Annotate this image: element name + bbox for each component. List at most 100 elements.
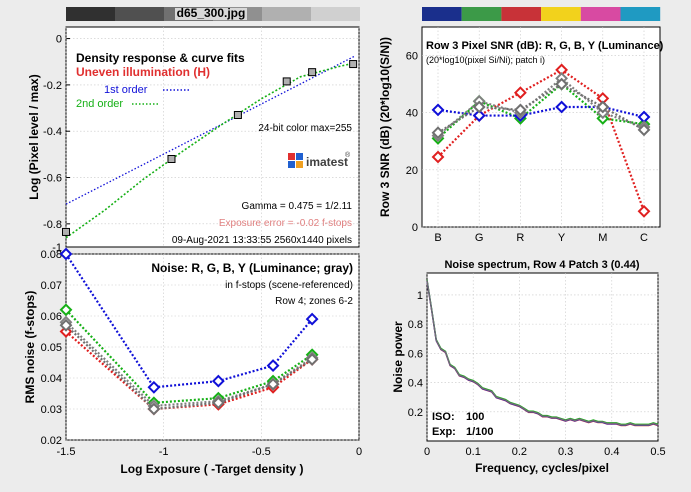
color-info: 24-bit color max=255 [258,123,352,134]
title-strip-block [66,7,115,21]
noise-marker-g [59,303,73,317]
spectrum-x-tick-label: 0 [424,446,430,458]
spectrum-x-tick-label: 0.3 [558,446,573,458]
noise-marker-gray [59,318,73,332]
noise-note: Row 4; zones 6-2 [275,296,353,307]
exposure-error-label: Exposure error = -0.02 f-stops [219,218,352,229]
spectrum-title: Noise spectrum, Row 4 Patch 3 (0.44) [444,259,639,271]
spectrum-x-axis-label: Frequency, cycles/pixel [475,461,609,475]
title-strip-block [115,7,164,21]
snr-y-tick-label: 40 [406,108,418,120]
noise-marker-b [147,380,161,394]
imatest-logo: imatest ® [288,151,351,169]
noise-y-tick-label: 0.02 [41,435,62,447]
density-y-tick-label: -0.8 [43,219,62,231]
snr-chart: 0 20 40 60 B G R Y M C [406,27,660,244]
noise-marker-b [266,359,280,373]
density-data-point [308,68,317,77]
title-strip-block [262,7,311,21]
swatch-block [620,7,661,21]
snr-plot-area [421,26,661,228]
density-data-point [62,227,70,236]
noise-x-axis-label: Log Exposure ( -Target density ) [120,462,303,476]
figure-title: d65_300.jpg [177,6,246,20]
snr-x-tick-label: B [434,232,441,244]
exp-value: 1/100 [466,426,494,438]
noise-x-tick-label: -1 [159,446,169,458]
noise-y-tick-label: 0.06 [41,311,62,323]
snr-subtitle: (20*log10(pixel Si/Ni); patch i) [426,55,545,65]
spectrum-x-tick-label: 0.4 [604,446,619,458]
snr-marker-gray [472,100,486,114]
spectrum-y-tick-label: 0.6 [408,348,423,360]
density-data-point [282,77,291,86]
swatch-block [541,7,581,21]
snr-title: Row 3 Pixel SNR (dB): R, G, B, Y (Lumina… [426,40,664,52]
swatch-block [461,7,502,21]
spectrum-x-tick-label: 0.2 [512,446,527,458]
snr-y-tick-label: 20 [406,165,418,177]
density-title: Density response & curve fits [76,51,245,65]
date-label: 09-Aug-2021 13:33:55 2560x1440 pixels [172,235,352,246]
snr-marker-gray [596,100,610,114]
snr-series-line-r [437,68,646,212]
title-strip-block [311,7,360,21]
noise-y-tick-label: 0.03 [41,404,62,416]
spectrum-x-tick-label: 0.5 [650,446,665,458]
spectrum-y-tick-label: 0.2 [408,407,423,419]
noise-y-tick-label: 0.07 [41,280,62,292]
density-chart: 0 -0.2 -0.4 -0.6 -0.8 -1 [43,27,360,254]
density-y-tick-label: -0.6 [43,173,62,185]
snr-y-tick-label: 60 [406,51,418,63]
density-y-tick-label: -1 [52,242,62,254]
density-fit-2nd-order-line [65,62,356,239]
snr-marker-b [555,100,569,114]
legend-2nd-order-label: 2nd order [76,98,123,110]
spectrum-y-tick-label: 1 [417,290,423,302]
snr-y-tick-label: 0 [412,222,418,234]
noise-y-tick-label: 0.08 [41,249,62,261]
spectrum-chart: 0.2 0.4 0.6 0.8 1 0 0.1 0.2 0.3 0.4 0.5 [408,273,666,458]
density-data-point [167,155,176,163]
snr-marker-b [431,103,445,117]
noise-x-tick-label: 0 [356,446,362,458]
noise-marker-gray [305,352,319,366]
exp-label: Exp: [432,426,456,438]
noise-marker-gray [266,377,280,391]
svg-text:®: ® [345,151,351,159]
density-y-axis-label: Log (Pixel level / max) [27,74,41,199]
spectrum-x-tick-label: 0.1 [466,446,481,458]
legend-1st-order-label: 1st order [104,84,148,96]
snr-x-tick-label: M [598,232,607,244]
noise-x-tick-label: -0.5 [252,446,271,458]
spectrum-y-tick-label: 0.4 [408,378,423,390]
noise-marker-b [305,312,319,326]
snr-series-line-gray [437,82,645,134]
noise-title: Noise: R, G, B, Y (Luminance; gray) [151,261,353,275]
density-y-tick-label: 0 [56,34,62,46]
density-plot-area [65,26,360,248]
snr-x-tick-label: R [516,232,524,244]
noise-subtitle: in f-stops (scene-referenced) [225,280,353,291]
density-fit-1st-order-line [65,55,356,205]
title-strip-label-bg [175,8,247,20]
snr-series-line-y [437,76,645,137]
figure-title-strip [66,7,360,21]
density-data-point [233,111,242,119]
spectrum-y-axis-label: Noise power [391,321,405,393]
spectrum-y-tick-label: 0.8 [408,319,423,331]
swatch-block [580,7,621,21]
noise-marker-b [59,247,73,261]
color-swatch-strip [422,7,661,21]
snr-x-tick-label: C [640,232,648,244]
imatest-logo-text: imatest [306,155,348,169]
swatch-block [422,7,462,21]
spectrum-plot-area [426,272,659,442]
snr-marker-gray [555,77,569,91]
noise-y-tick-label: 0.05 [41,342,62,354]
noise-chart: 0.02 0.03 0.04 0.05 0.06 0.07 0.08 -1.5 -1 -0.5 0 [41,247,362,458]
snr-marker-r [431,150,445,164]
density-y-tick-label: -0.2 [43,80,62,92]
noise-series-line-gray [65,324,313,411]
